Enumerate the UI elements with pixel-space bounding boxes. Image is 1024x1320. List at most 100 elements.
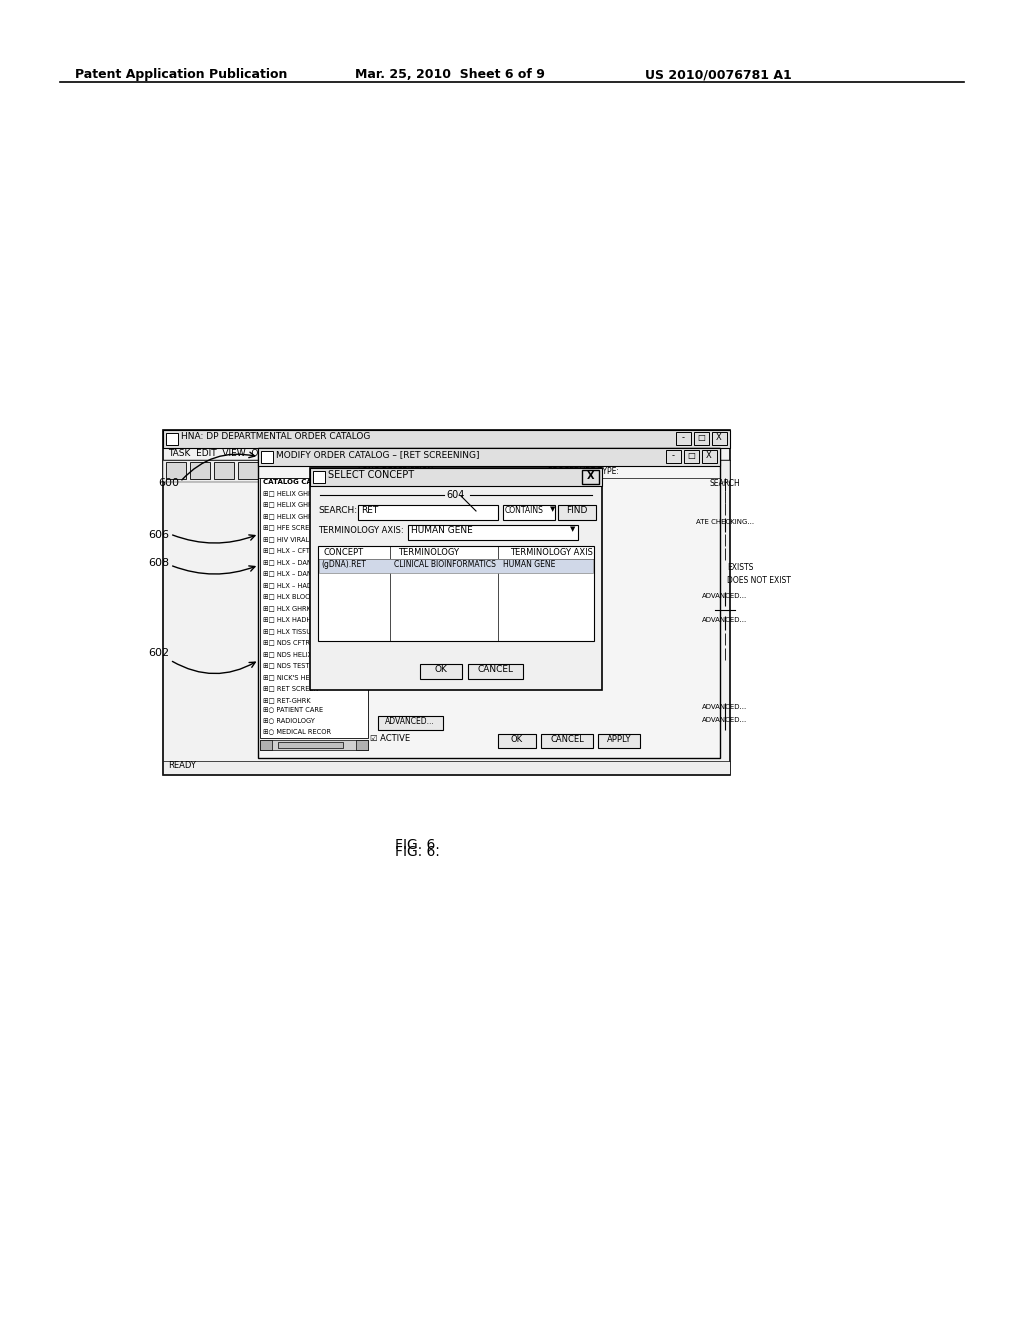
Text: □: □ [697, 433, 705, 442]
Text: TASK  EDIT  VIEW  OPTIONS  HELP: TASK EDIT VIEW OPTIONS HELP [168, 449, 319, 458]
Bar [163, 762, 730, 774]
Bar [378, 715, 443, 730]
Text: ⊞□ HELIX GHRK S: ⊞□ HELIX GHRK S [263, 513, 324, 519]
Text: ⊞○ PATIENT CARE: ⊞○ PATIENT CARE [263, 706, 324, 711]
Bar [166, 433, 178, 445]
Bar [408, 525, 578, 540]
Bar [598, 734, 640, 748]
Text: Mar. 25, 2010  Sheet 6 of 9: Mar. 25, 2010 Sheet 6 of 9 [355, 69, 545, 81]
Bar [262, 462, 282, 479]
Text: APPLY: APPLY [607, 735, 631, 744]
Text: TERMINOLOGY AXIS: TERMINOLOGY AXIS [510, 548, 593, 557]
Text: ⊞□ HLX – DANIEL: ⊞□ HLX – DANIEL [263, 570, 322, 577]
Bar [319, 558, 593, 573]
Text: ⊞□ NDS CFTR OR: ⊞□ NDS CFTR OR [263, 639, 322, 645]
Text: CANCEL: CANCEL [477, 665, 513, 675]
Bar [278, 742, 343, 748]
Text: HUMAN GENE: HUMAN GENE [411, 525, 473, 535]
Bar [420, 664, 462, 678]
Bar [498, 734, 536, 748]
Bar [666, 450, 681, 463]
Text: PROCEDURE TYPE:: PROCEDURE TYPE: [548, 467, 618, 477]
Text: SELECT CONCEPT: SELECT CONCEPT [328, 470, 414, 480]
Text: FIND: FIND [566, 506, 588, 515]
Text: FIG. 6.: FIG. 6. [395, 838, 439, 851]
Bar [503, 506, 555, 520]
Text: ⊞□ HFE SCREEN: ⊞□ HFE SCREEN [263, 524, 318, 531]
Text: OK: OK [434, 665, 447, 675]
Bar [258, 447, 720, 466]
Text: TERMINOLOGY AXIS:: TERMINOLOGY AXIS: [318, 525, 403, 535]
Bar [676, 432, 691, 445]
Text: -: - [672, 451, 675, 459]
Bar [694, 432, 709, 445]
Bar [356, 741, 368, 750]
Bar [582, 470, 599, 484]
Bar [358, 506, 498, 520]
Bar [260, 741, 368, 750]
Text: ⊞□ HLX GHRK BL: ⊞□ HLX GHRK BL [263, 605, 322, 611]
Text: ⊞□ HELIX GHRK G: ⊞□ HELIX GHRK G [263, 502, 325, 507]
Bar [163, 430, 730, 775]
Bar [310, 469, 602, 690]
Text: ☑ ACTIVE: ☑ ACTIVE [370, 734, 411, 743]
Text: ▼: ▼ [570, 525, 575, 532]
Bar [163, 459, 730, 482]
Text: SEARCH: SEARCH [710, 479, 740, 488]
Bar [190, 462, 210, 479]
Bar [214, 462, 234, 479]
Text: 606: 606 [148, 531, 169, 540]
Text: RET: RET [361, 506, 378, 515]
Text: ADVANCED...: ADVANCED... [385, 717, 435, 726]
Text: ⊞□ NICK'S HELIX: ⊞□ NICK'S HELIX [263, 675, 319, 680]
Bar [541, 734, 593, 748]
Bar [261, 451, 273, 463]
Text: ⊞○ MEDICAL RECOR: ⊞○ MEDICAL RECOR [263, 729, 331, 734]
Text: X: X [707, 451, 712, 459]
Text: ⊞□ HIV VIRAL LO: ⊞□ HIV VIRAL LO [263, 536, 319, 543]
Text: ATE CHECKING...: ATE CHECKING... [696, 519, 754, 525]
Bar [318, 546, 594, 642]
Text: OK: OK [511, 735, 523, 744]
Bar [558, 506, 596, 520]
Text: HNA: DP DEPARTMENTAL ORDER CATALOG: HNA: DP DEPARTMENTAL ORDER CATALOG [181, 432, 371, 441]
Text: ⊞□ NDS TEST HE: ⊞□ NDS TEST HE [263, 663, 321, 668]
Text: TERMINOLOGY: TERMINOLOGY [398, 548, 459, 557]
Text: ⊞□ RET SCREEN: ⊞□ RET SCREEN [263, 685, 318, 692]
Bar [702, 450, 717, 463]
Text: 604: 604 [446, 490, 465, 500]
Bar [238, 462, 258, 479]
Text: ⊞□ NDS HELIX MI: ⊞□ NDS HELIX MI [263, 651, 322, 657]
Text: FIG. 6.: FIG. 6. [395, 845, 439, 859]
Text: HUMAN GENE: HUMAN GENE [503, 560, 555, 569]
Text: ⊞□ HLX – HADHA: ⊞□ HLX – HADHA [263, 582, 322, 587]
Bar [163, 430, 730, 447]
Text: ADVANCED...: ADVANCED... [702, 717, 748, 723]
Text: X: X [716, 433, 722, 442]
Text: ⊞□ RET-GHRK: ⊞□ RET-GHRK [263, 697, 310, 704]
Text: LONG DESCRIPTION:: LONG DESCRIPTION: [358, 467, 436, 477]
Text: DOES NOT EXIST: DOES NOT EXIST [727, 576, 791, 585]
Bar [258, 447, 720, 758]
Text: US 2010/0076781 A1: US 2010/0076781 A1 [645, 69, 792, 81]
Text: SEARCH:: SEARCH: [318, 506, 357, 515]
Text: 602: 602 [148, 648, 169, 657]
Bar [712, 432, 727, 445]
Bar [313, 471, 325, 483]
Bar [260, 478, 368, 738]
Text: READY: READY [168, 762, 196, 770]
Text: ▼: ▼ [550, 506, 555, 512]
Text: □: □ [687, 451, 695, 459]
Bar [260, 741, 272, 750]
Text: ⊞□ HLX – DANIEL: ⊞□ HLX – DANIEL [263, 558, 322, 565]
Text: CANCEL: CANCEL [550, 735, 584, 744]
Text: MODIFY ORDER CATALOG – [RET SCREENING]: MODIFY ORDER CATALOG – [RET SCREENING] [276, 450, 479, 459]
Text: CONCEPT: CONCEPT [324, 548, 365, 557]
Text: ⊞□ HLX – CFTR S: ⊞□ HLX – CFTR S [263, 548, 321, 553]
Text: EXISTS: EXISTS [727, 564, 754, 572]
Text: X: X [587, 471, 595, 480]
Text: CATALOG CATEGORIES: CATALOG CATEGORIES [263, 479, 350, 484]
Text: ⊞○ RADIOLOGY: ⊞○ RADIOLOGY [263, 717, 314, 723]
Text: ⊞□ HLX BLOOD R: ⊞□ HLX BLOOD R [263, 594, 323, 599]
Text: ADVANCED...: ADVANCED... [702, 593, 748, 599]
